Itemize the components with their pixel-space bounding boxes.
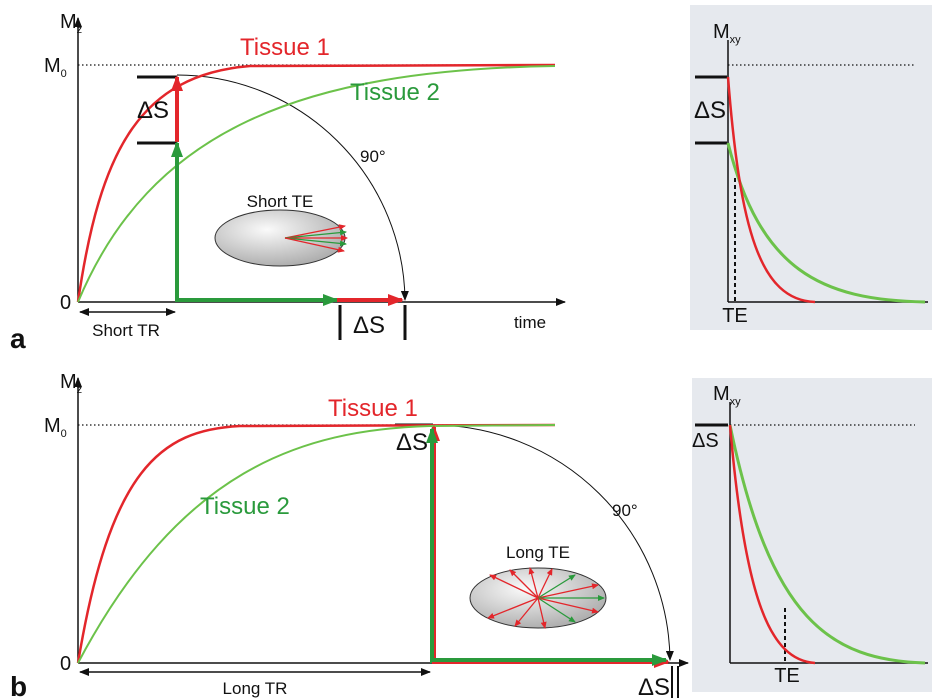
echo-label: Long TE xyxy=(506,543,570,562)
m0-label: M0 xyxy=(44,55,67,80)
tissue-1-curve xyxy=(76,423,556,664)
tissue-2-curve xyxy=(77,424,556,664)
tissue-1-label: Tissue 1 xyxy=(328,395,418,422)
tissue-2-decay xyxy=(728,424,926,665)
echo-label: Short TE xyxy=(247,192,314,211)
tissue-1-decay xyxy=(726,76,816,304)
decay-axis-label: Mxy xyxy=(713,383,741,408)
decay-background xyxy=(690,5,932,330)
tr-label: Short TR xyxy=(92,321,160,340)
angle-label: 90° xyxy=(360,147,386,166)
y-axis-label: Mz xyxy=(60,371,82,396)
origin-label: 0 xyxy=(60,292,71,314)
origin-label: 0 xyxy=(60,653,71,675)
angle-label: 90° xyxy=(612,501,638,520)
delta-s: ΔS xyxy=(137,97,169,124)
y-axis-label: Mz xyxy=(60,11,82,36)
delta-s: ΔS xyxy=(694,97,726,124)
decay-axis-label: Mxy xyxy=(713,21,741,46)
delta-s: ΔS xyxy=(396,429,428,456)
delta-s: ΔS xyxy=(353,312,385,339)
m0-label: M0 xyxy=(44,415,67,440)
tr-label: Long TR xyxy=(223,679,288,698)
tissue-2-curve xyxy=(77,65,556,303)
flip-arc xyxy=(431,424,674,661)
delta-s: ΔS xyxy=(638,674,670,698)
te-label: TE xyxy=(722,305,748,327)
tissue-1-label: Tissue 1 xyxy=(240,34,330,61)
tissue-1-curve xyxy=(76,63,556,303)
tissue-2-label: Tissue 2 xyxy=(350,79,440,106)
panel-a: Mz M0 0 Tissue 1 Tissue 2 ΔS ΔS 90° Shor… xyxy=(10,5,932,354)
tissue-1-decay xyxy=(728,424,816,665)
panel-label: a xyxy=(10,323,26,354)
delta-s: ΔS xyxy=(692,430,719,452)
x-axis-label: time xyxy=(514,313,546,332)
panel-label: b xyxy=(10,671,27,698)
tissue-2-label: Tissue 2 xyxy=(200,493,290,520)
te-label: TE xyxy=(774,665,800,687)
panel-b: Mz M0 0 Tissue 1 Tissue 2 ΔS ΔS 90° Long… xyxy=(10,371,932,698)
flip-arc xyxy=(176,74,409,301)
